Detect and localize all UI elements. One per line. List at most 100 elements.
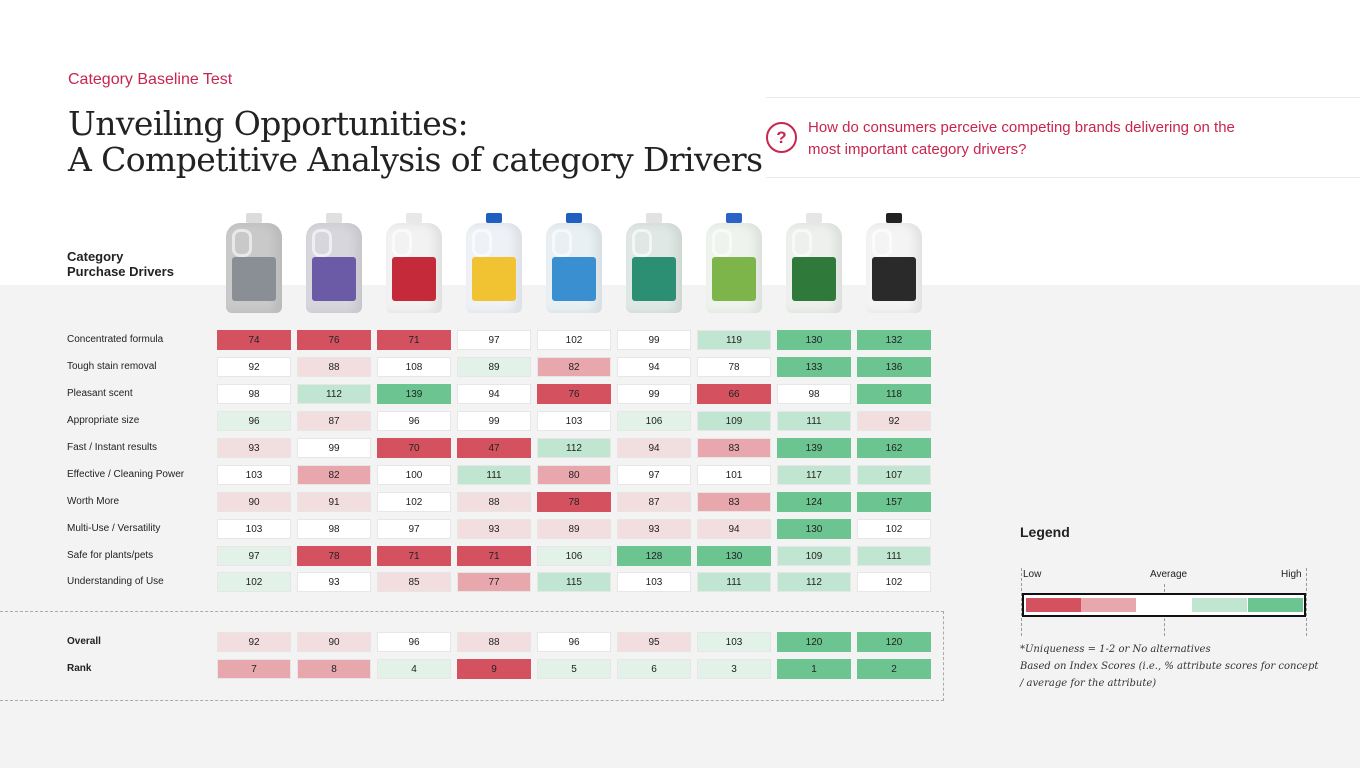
legend-note-2: Based on Index Scores (i.e., % attribute…: [1020, 661, 1319, 689]
driver-row-cell-2-7: 98: [777, 384, 851, 404]
driver-row-cell-0-0: 74: [217, 330, 291, 350]
driver-row-cell-5-6: 101: [697, 465, 771, 485]
driver-row-cell-2-4: 76: [537, 384, 611, 404]
driver-row-cell-4-0: 93: [217, 438, 291, 458]
legend-swatch-0: [1026, 598, 1081, 612]
driver-row-cell-2-3: 94: [457, 384, 531, 404]
eyebrow-label: Category Baseline Test: [68, 71, 233, 88]
driver-row-cell-9-2: 85: [377, 572, 451, 592]
driver-row-cell-4-6: 83: [697, 438, 771, 458]
driver-row-cell-0-1: 76: [297, 330, 371, 350]
driver-row-cell-7-7: 130: [777, 519, 851, 539]
driver-row-cell-2-5: 99: [617, 384, 691, 404]
driver-row-cell-4-1: 99: [297, 438, 371, 458]
driver-row-cell-6-2: 102: [377, 492, 451, 512]
driver-row-cell-1-5: 94: [617, 357, 691, 377]
legend-tick-low: [1021, 568, 1022, 636]
legend-low-label: Low: [1023, 569, 1042, 580]
summary-row-cell-0-8: 120: [857, 632, 931, 652]
driver-row-cell-6-0: 90: [217, 492, 291, 512]
driver-row-cell-3-7: 111: [777, 411, 851, 431]
legend-tick-high: [1306, 568, 1307, 636]
driver-row-cell-6-3: 88: [457, 492, 531, 512]
legend-notes: *Uniqueness = 1-2 or No alternatives Bas…: [1020, 641, 1320, 692]
driver-row-cell-7-8: 102: [857, 519, 931, 539]
driver-row-label-4: Fast / Instant results: [67, 442, 158, 453]
driver-row-cell-8-1: 78: [297, 546, 371, 566]
driver-row-cell-5-1: 82: [297, 465, 371, 485]
driver-row-cell-6-4: 78: [537, 492, 611, 512]
driver-row-cell-8-3: 71: [457, 546, 531, 566]
driver-row-cell-0-5: 99: [617, 330, 691, 350]
driver-row-cell-7-5: 93: [617, 519, 691, 539]
summary-row-label-1: Rank: [67, 663, 92, 674]
driver-row-cell-6-7: 124: [777, 492, 851, 512]
driver-row-label-7: Multi-Use / Versatility: [67, 523, 161, 534]
driver-row-cell-9-4: 115: [537, 572, 611, 592]
summary-row-cell-0-0: 92: [217, 632, 291, 652]
driver-row-cell-8-6: 130: [697, 546, 771, 566]
driver-row-cell-9-7: 112: [777, 572, 851, 592]
driver-row-cell-7-6: 94: [697, 519, 771, 539]
driver-row-cell-3-0: 96: [217, 411, 291, 431]
driver-row-cell-1-2: 108: [377, 357, 451, 377]
driver-row-cell-8-0: 97: [217, 546, 291, 566]
driver-row-cell-8-2: 71: [377, 546, 451, 566]
driver-row-cell-6-1: 91: [297, 492, 371, 512]
summary-row-cell-0-5: 95: [617, 632, 691, 652]
driver-row-cell-0-7: 130: [777, 330, 851, 350]
driver-row-cell-7-3: 93: [457, 519, 531, 539]
summary-row-cell-1-1: 8: [297, 659, 371, 679]
driver-row-cell-2-2: 139: [377, 384, 451, 404]
summary-row-cell-0-4: 96: [537, 632, 611, 652]
driver-row-cell-9-8: 102: [857, 572, 931, 592]
driver-row-label-9: Understanding of Use: [67, 576, 164, 587]
driver-row-cell-5-3: 111: [457, 465, 531, 485]
research-question: ? How do consumers perceive competing br…: [766, 97, 1360, 178]
category-drivers-header-line-2: Purchase Drivers: [67, 264, 174, 279]
driver-row-cell-8-4: 106: [537, 546, 611, 566]
driver-row-cell-5-5: 97: [617, 465, 691, 485]
driver-row-cell-1-4: 82: [537, 357, 611, 377]
summary-row-cell-0-7: 120: [777, 632, 851, 652]
legend-swatch-3: [1192, 598, 1247, 612]
driver-row-cell-7-0: 103: [217, 519, 291, 539]
driver-row-cell-5-2: 100: [377, 465, 451, 485]
driver-row-cell-3-8: 92: [857, 411, 931, 431]
driver-row-cell-5-0: 103: [217, 465, 291, 485]
driver-row-cell-4-7: 139: [777, 438, 851, 458]
driver-row-cell-7-1: 98: [297, 519, 371, 539]
driver-row-cell-8-7: 109: [777, 546, 851, 566]
summary-row-cell-0-6: 103: [697, 632, 771, 652]
page-title: Unveiling Opportunities: A Competitive A…: [68, 104, 763, 178]
legend-title: Legend: [1020, 524, 1070, 540]
legend-high-label: High: [1281, 569, 1302, 580]
driver-row-cell-8-8: 111: [857, 546, 931, 566]
legend-note-1: *Uniqueness = 1-2 or No alternatives: [1020, 644, 1211, 655]
driver-row-cell-3-1: 87: [297, 411, 371, 431]
driver-row-label-3: Appropriate size: [67, 415, 140, 426]
driver-row-cell-4-3: 47: [457, 438, 531, 458]
driver-row-label-8: Safe for plants/pets: [67, 550, 154, 561]
summary-row-cell-1-4: 5: [537, 659, 611, 679]
question-icon: ?: [766, 122, 797, 153]
driver-row-cell-4-8: 162: [857, 438, 931, 458]
driver-row-cell-1-6: 78: [697, 357, 771, 377]
legend-swatch-2: [1137, 598, 1192, 612]
summary-row-cell-1-3: 9: [457, 659, 531, 679]
page-title-line-1: Unveiling Opportunities:: [68, 104, 469, 143]
driver-row-cell-6-6: 83: [697, 492, 771, 512]
driver-row-label-0: Concentrated formula: [67, 334, 164, 345]
driver-row-label-5: Effective / Cleaning Power: [67, 469, 185, 480]
driver-row-cell-4-4: 112: [537, 438, 611, 458]
driver-row-label-6: Worth More: [67, 496, 120, 507]
driver-row-cell-6-5: 87: [617, 492, 691, 512]
driver-row-cell-8-5: 128: [617, 546, 691, 566]
driver-row-cell-3-6: 109: [697, 411, 771, 431]
summary-row-cell-1-7: 1: [777, 659, 851, 679]
driver-row-cell-0-4: 102: [537, 330, 611, 350]
driver-row-cell-1-1: 88: [297, 357, 371, 377]
research-question-text: How do consumers perceive competing bran…: [808, 119, 1235, 158]
driver-row-cell-9-3: 77: [457, 572, 531, 592]
driver-row-cell-0-2: 71: [377, 330, 451, 350]
